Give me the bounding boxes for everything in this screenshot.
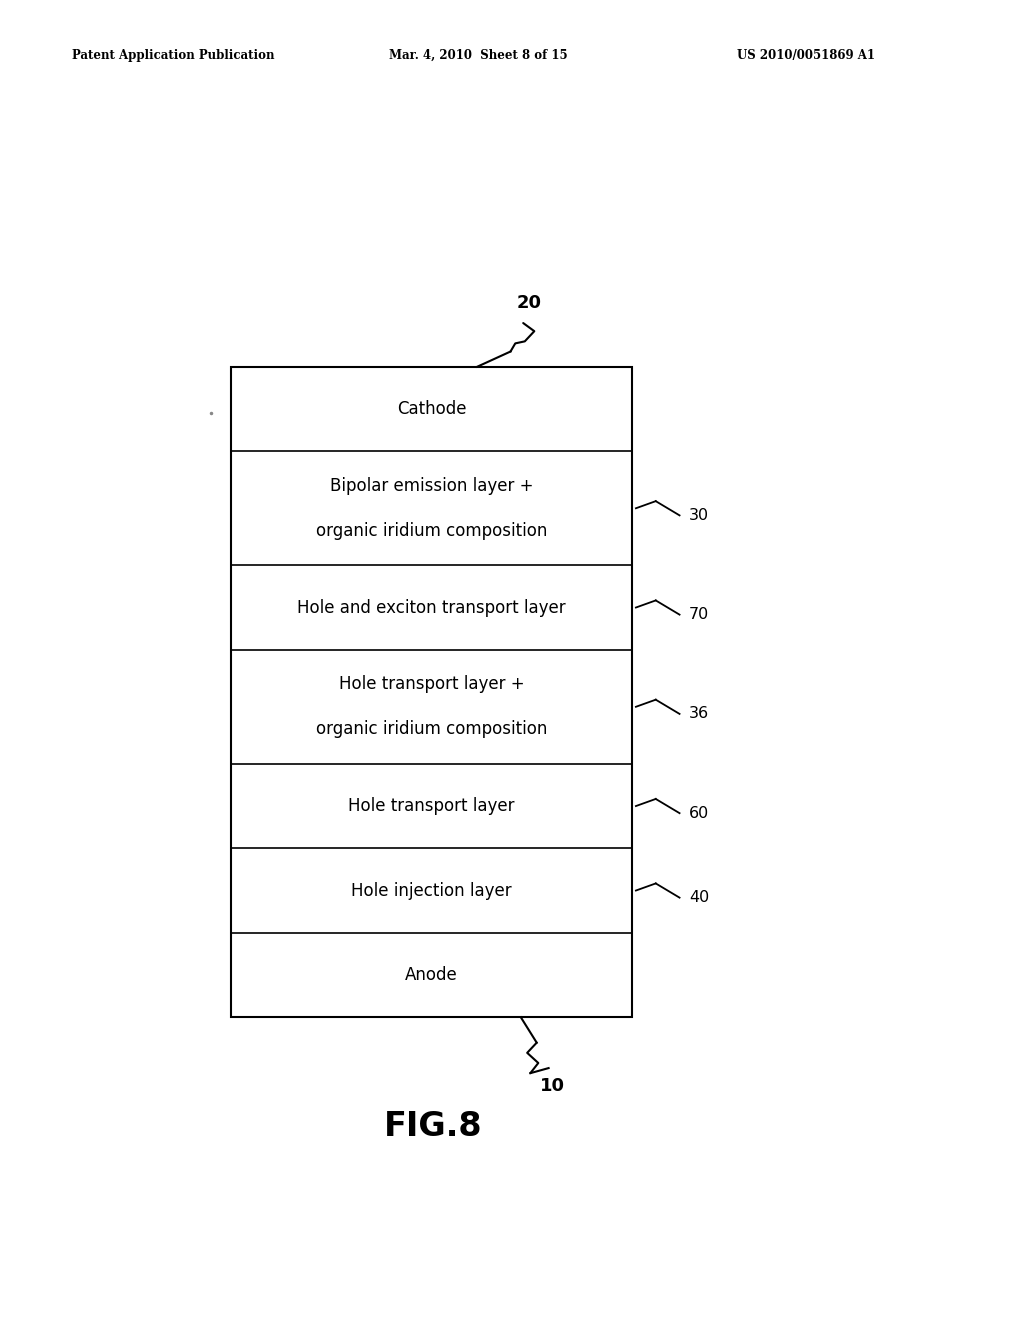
Text: 40: 40 <box>689 890 710 906</box>
Text: 10: 10 <box>540 1077 565 1096</box>
Text: 70: 70 <box>689 607 710 622</box>
Text: Hole and exciton transport layer: Hole and exciton transport layer <box>297 598 566 616</box>
Bar <box>231 367 632 1018</box>
Text: 30: 30 <box>689 508 710 523</box>
Text: 36: 36 <box>689 706 710 722</box>
Text: Anode: Anode <box>406 966 458 983</box>
Text: organic iridium composition: organic iridium composition <box>315 721 547 738</box>
Text: US 2010/0051869 A1: US 2010/0051869 A1 <box>737 49 876 62</box>
Text: Bipolar emission layer +: Bipolar emission layer + <box>330 477 534 495</box>
Text: Patent Application Publication: Patent Application Publication <box>72 49 274 62</box>
Text: Cathode: Cathode <box>397 400 466 418</box>
Text: organic iridium composition: organic iridium composition <box>315 521 547 540</box>
Text: 20: 20 <box>516 294 542 312</box>
Text: Hole transport layer: Hole transport layer <box>348 797 515 814</box>
Text: Mar. 4, 2010  Sheet 8 of 15: Mar. 4, 2010 Sheet 8 of 15 <box>389 49 567 62</box>
Text: Hole transport layer +: Hole transport layer + <box>339 676 524 693</box>
Text: FIG.8: FIG.8 <box>384 1110 483 1143</box>
Text: 60: 60 <box>689 805 710 821</box>
Text: Hole injection layer: Hole injection layer <box>351 882 512 899</box>
